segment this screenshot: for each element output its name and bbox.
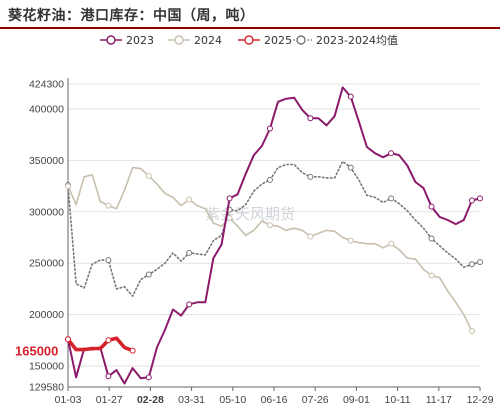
data-point bbox=[307, 115, 314, 122]
x-tick-label: 01-03 bbox=[55, 394, 82, 406]
data-point bbox=[388, 240, 395, 247]
data-point bbox=[266, 125, 273, 132]
data-point bbox=[65, 336, 71, 343]
watermark-text: 紫金天风期货 bbox=[205, 205, 295, 223]
data-point bbox=[347, 237, 354, 244]
data-point bbox=[428, 203, 435, 210]
data-point bbox=[186, 249, 193, 256]
x-tick-label: 03-31 bbox=[178, 394, 205, 406]
data-point bbox=[226, 195, 233, 202]
data-point bbox=[65, 183, 71, 190]
highlight-y-label: 165000 bbox=[15, 344, 58, 359]
data-point bbox=[186, 301, 193, 308]
highlight-label-bg bbox=[12, 342, 64, 359]
x-tick-label: 11-17 bbox=[426, 394, 452, 406]
y-tick-label: 350000 bbox=[29, 155, 64, 167]
data-point bbox=[105, 257, 112, 264]
x-tick-label: 06-16 bbox=[261, 394, 288, 406]
legend-marker-2023-2024均值 bbox=[296, 35, 306, 45]
y-tick-label: 150000 bbox=[29, 361, 64, 373]
series-line-2023-2024均值 bbox=[67, 160, 481, 297]
legend-marker-2025 bbox=[244, 35, 254, 45]
data-point bbox=[468, 197, 475, 204]
y-tick-label: 200000 bbox=[29, 309, 64, 321]
data-point bbox=[468, 328, 475, 335]
series-line-2023 bbox=[67, 86, 481, 385]
data-point bbox=[145, 172, 152, 179]
legend-label-2025: 2025 bbox=[264, 34, 292, 47]
data-point bbox=[307, 233, 314, 240]
data-point bbox=[428, 272, 435, 279]
series-line-2025 bbox=[66, 336, 135, 353]
data-point bbox=[105, 202, 112, 209]
x-tick-label: 10-11 bbox=[385, 394, 411, 406]
chart-title: 葵花籽油：港口库存：中国（周，吨） bbox=[8, 8, 255, 24]
x-tick-label: 07-26 bbox=[302, 394, 329, 406]
x-tick-label: 12-29 bbox=[467, 394, 494, 406]
y-tick-label: 400000 bbox=[29, 103, 64, 115]
x-tick-label: 09-01 bbox=[343, 394, 370, 406]
data-point bbox=[266, 222, 273, 229]
y-tick-label: 424300 bbox=[29, 79, 64, 91]
data-point bbox=[226, 214, 233, 221]
x-tick-label: 01-27 bbox=[96, 394, 123, 406]
y-tick-label: 300000 bbox=[29, 206, 64, 218]
data-point bbox=[145, 374, 152, 381]
y-tick-label: 129580 bbox=[29, 382, 64, 394]
data-point bbox=[347, 164, 354, 171]
data-point bbox=[145, 271, 152, 278]
title-divider bbox=[0, 27, 500, 29]
data-point bbox=[307, 173, 314, 180]
legend-label-2023-2024均值: 2023-2024均值 bbox=[316, 34, 398, 47]
data-point bbox=[477, 259, 483, 266]
series-line-2024 bbox=[67, 166, 473, 332]
legend-label-2024: 2024 bbox=[194, 34, 222, 47]
data-point bbox=[129, 347, 136, 354]
data-point bbox=[347, 93, 354, 100]
y-tick-label: 250000 bbox=[29, 258, 64, 270]
x-tick-label-highlight: 02-28 bbox=[137, 394, 164, 406]
x-tick-label: 05-10 bbox=[219, 394, 246, 406]
legend-label-2023: 2023 bbox=[126, 34, 154, 47]
data-point bbox=[468, 261, 475, 268]
data-point bbox=[388, 150, 395, 157]
data-point bbox=[105, 337, 112, 344]
legend-marker-2023 bbox=[106, 35, 116, 45]
data-point bbox=[266, 176, 273, 183]
data-point bbox=[428, 235, 435, 242]
data-point bbox=[105, 373, 112, 380]
data-point bbox=[477, 195, 483, 202]
legend-marker-2024 bbox=[174, 35, 184, 45]
data-point bbox=[186, 196, 193, 203]
data-point bbox=[388, 195, 395, 202]
